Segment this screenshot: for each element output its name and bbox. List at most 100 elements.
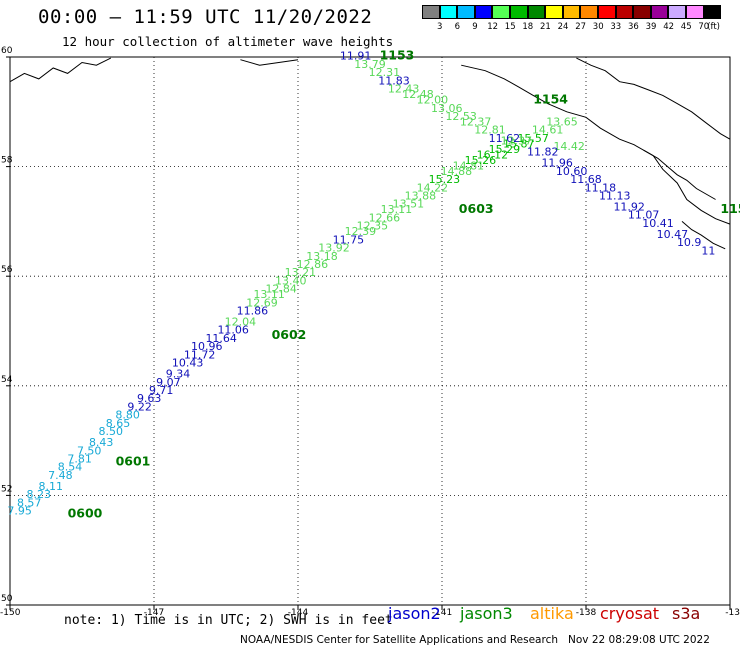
swh-value-label: 11 bbox=[701, 244, 715, 257]
credit-line: NOAA/NESDIS Center for Satellite Applica… bbox=[240, 634, 710, 646]
swh-value-label: 12.81 bbox=[474, 124, 506, 137]
plot-frame bbox=[9, 56, 731, 606]
colorbar-swatch bbox=[703, 5, 722, 19]
time-label: 0602 bbox=[272, 327, 307, 342]
x-tick-label: -141 bbox=[432, 608, 452, 618]
swh-value-label: 7.48 bbox=[48, 469, 73, 482]
swh-value-label: 12.37 bbox=[501, 135, 533, 148]
colorbar-tick-label: 21 bbox=[540, 22, 551, 32]
swh-value-label: 11.62 bbox=[489, 132, 521, 145]
swh-value-label: 9.22 bbox=[127, 400, 152, 413]
colorbar-tick-label: 33 bbox=[610, 22, 622, 32]
colorbar-tick-label: 3 bbox=[437, 22, 443, 32]
swh-value-label: 13.18 bbox=[306, 250, 338, 263]
colorbar-tick-label: 15 bbox=[504, 22, 516, 32]
swh-value-label: 11.82 bbox=[527, 146, 559, 159]
swh-value-label: 13.79 bbox=[354, 58, 386, 71]
mission-jason2: jason2 bbox=[388, 604, 441, 623]
swh-value-label: 12.35 bbox=[357, 220, 389, 233]
colorbar-swatch bbox=[422, 5, 440, 19]
swh-value-label: 9.71 bbox=[149, 384, 174, 397]
colorbar-swatch bbox=[580, 5, 598, 19]
swh-value-label: 11.75 bbox=[333, 233, 365, 246]
swh-value-label: 11.06 bbox=[217, 324, 249, 337]
colorbar-swatch bbox=[598, 5, 616, 19]
swh-value-label: 12.31 bbox=[369, 66, 401, 79]
colorbar-swatch bbox=[650, 5, 669, 19]
colorbar-tick-label: 24 bbox=[557, 22, 569, 32]
swh-value-label: 9.34 bbox=[166, 368, 191, 381]
x-tick-label: -147 bbox=[144, 608, 164, 618]
mission-cryosat: cryosat bbox=[600, 604, 660, 623]
swh-value-label: 8.11 bbox=[39, 480, 64, 493]
swh-value-label: 15.87 bbox=[503, 137, 535, 150]
swh-value-label: 15.26 bbox=[465, 154, 497, 167]
time-label: 0600 bbox=[68, 505, 103, 520]
mission-altika: altika bbox=[530, 604, 574, 623]
x-tick-label: -144 bbox=[288, 608, 309, 618]
swh-value-label: 10.41 bbox=[642, 217, 674, 230]
coastline-segment bbox=[643, 149, 716, 200]
colorbar-swatch bbox=[457, 5, 475, 19]
colorbar-swatch bbox=[615, 5, 634, 19]
swh-value-label: 7.50 bbox=[77, 444, 102, 457]
swh-value-label: 11.91 bbox=[340, 50, 372, 63]
time-label: 0601 bbox=[116, 453, 151, 468]
mission-jason3: jason3 bbox=[460, 604, 513, 623]
swh-value-label: 11.83 bbox=[378, 74, 410, 87]
page-title: 00:00 – 11:59 UTC 11/20/2022 bbox=[38, 6, 373, 28]
y-tick-label: 52 bbox=[1, 484, 12, 494]
swh-value-label: 14.81 bbox=[453, 159, 485, 172]
swh-value-label: 7.95 bbox=[7, 505, 32, 518]
swh-value-label: 9.63 bbox=[137, 392, 162, 405]
swh-value-label: 8.50 bbox=[99, 425, 124, 438]
swh-value-label: 14.88 bbox=[441, 165, 473, 178]
swh-value-label: 8.54 bbox=[58, 461, 83, 474]
colorbar-tick-label: 39 bbox=[645, 22, 657, 32]
mission-s3a: s3a bbox=[672, 604, 701, 623]
colorbar-unit: (ft) bbox=[707, 22, 720, 32]
swh-value-label: 8.57 bbox=[17, 496, 42, 509]
y-tick-label: 56 bbox=[1, 265, 13, 275]
swh-value-label: 13.65 bbox=[546, 116, 578, 129]
swh-value-label: 10.47 bbox=[657, 228, 689, 241]
swh-value-label: 11.92 bbox=[613, 200, 645, 213]
swh-value-label: 8.43 bbox=[89, 436, 114, 449]
colorbar-swatch bbox=[492, 5, 510, 19]
colorbar-swatch bbox=[686, 5, 704, 19]
swh-value-label: 13.06 bbox=[431, 102, 463, 115]
swh-value-label: 7.81 bbox=[67, 453, 92, 466]
swh-value-label: 8.65 bbox=[106, 417, 131, 430]
colorbar-tick-label: 45 bbox=[680, 22, 692, 32]
swh-value-label: 13.51 bbox=[393, 198, 425, 211]
colorbar-tick-label: 6 bbox=[454, 22, 461, 32]
axis-ticks: -150 -147 -144 -141 -138 -13 50 52 54 56 58 60 bbox=[0, 46, 740, 618]
swh-value-label: 8.23 bbox=[27, 488, 52, 501]
time-label: 0603 bbox=[459, 201, 494, 216]
swh-value-label: 13.11 bbox=[253, 288, 285, 301]
colorbar-tick-label: 27 bbox=[575, 22, 587, 32]
swh-value-label: 12.84 bbox=[265, 283, 297, 296]
swh-value-label: 11.07 bbox=[628, 209, 660, 222]
swh-value-label: 11.68 bbox=[570, 173, 602, 186]
swh-value-label: 16.12 bbox=[477, 148, 509, 161]
colorbar-tick-label: 36 bbox=[628, 22, 639, 32]
swh-value-label: 12.37 bbox=[460, 116, 492, 129]
coastline-segment bbox=[576, 57, 731, 140]
swh-value-label: 11.72 bbox=[184, 348, 216, 361]
swh-value-label: 12.86 bbox=[297, 258, 329, 271]
colorbar-swatch bbox=[562, 5, 581, 19]
swh-value-label: 8.80 bbox=[115, 409, 140, 422]
page-subtitle: 12 hour collection of altimeter wave hei… bbox=[62, 34, 394, 49]
swh-value-label: 12.04 bbox=[225, 316, 257, 329]
time-label: 115 bbox=[720, 201, 740, 216]
colorbar-swatch bbox=[545, 5, 563, 19]
swh-value-label: 12.69 bbox=[246, 296, 278, 309]
colorbar-tick-label: 12 bbox=[487, 22, 499, 32]
swh-value-label: 11.64 bbox=[205, 332, 237, 345]
time-label: 1153 bbox=[380, 48, 415, 63]
swh-points: 7.958.578.238.117.488.547.817.508.438.50… bbox=[7, 50, 715, 518]
swh-value-label: 14.61 bbox=[532, 124, 564, 137]
coastline-segment bbox=[461, 64, 731, 225]
